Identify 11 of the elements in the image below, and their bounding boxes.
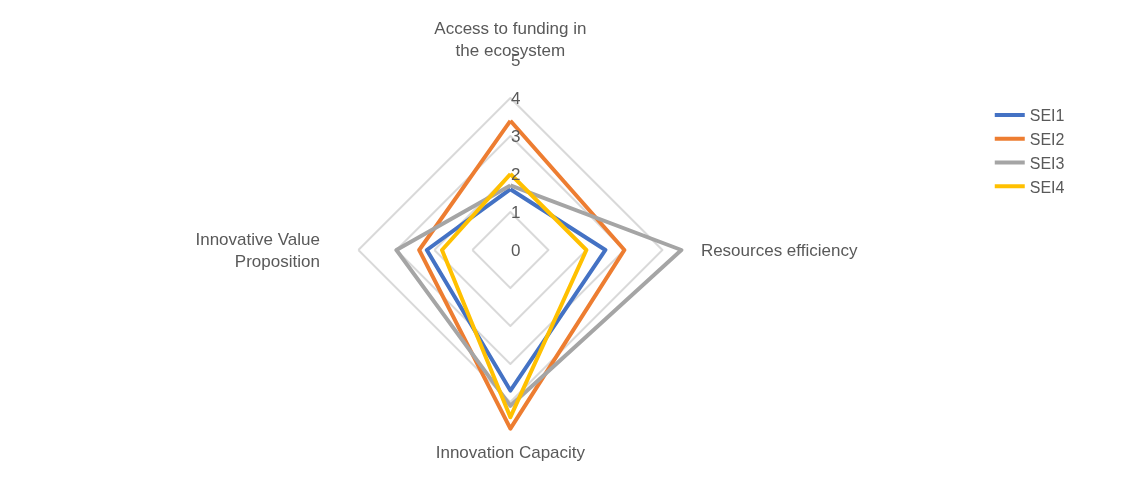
spoke-label: Resources efficiency: [700, 240, 858, 260]
spoke-label: Innovative Value Proposition: [195, 229, 320, 271]
legend-label: SEI1: [1029, 107, 1065, 125]
y-tick-label: 0: [510, 240, 521, 260]
legend-label: SEI2: [1029, 130, 1065, 148]
y-tick-label: 1: [510, 202, 521, 222]
spoke-label: Innovation Capacity: [435, 442, 586, 462]
legend-label: SEI4: [1029, 178, 1065, 196]
y-tick-label: 3: [510, 126, 521, 146]
y-tick-label: 4: [510, 88, 521, 108]
legend-label: SEI3: [1029, 154, 1065, 172]
